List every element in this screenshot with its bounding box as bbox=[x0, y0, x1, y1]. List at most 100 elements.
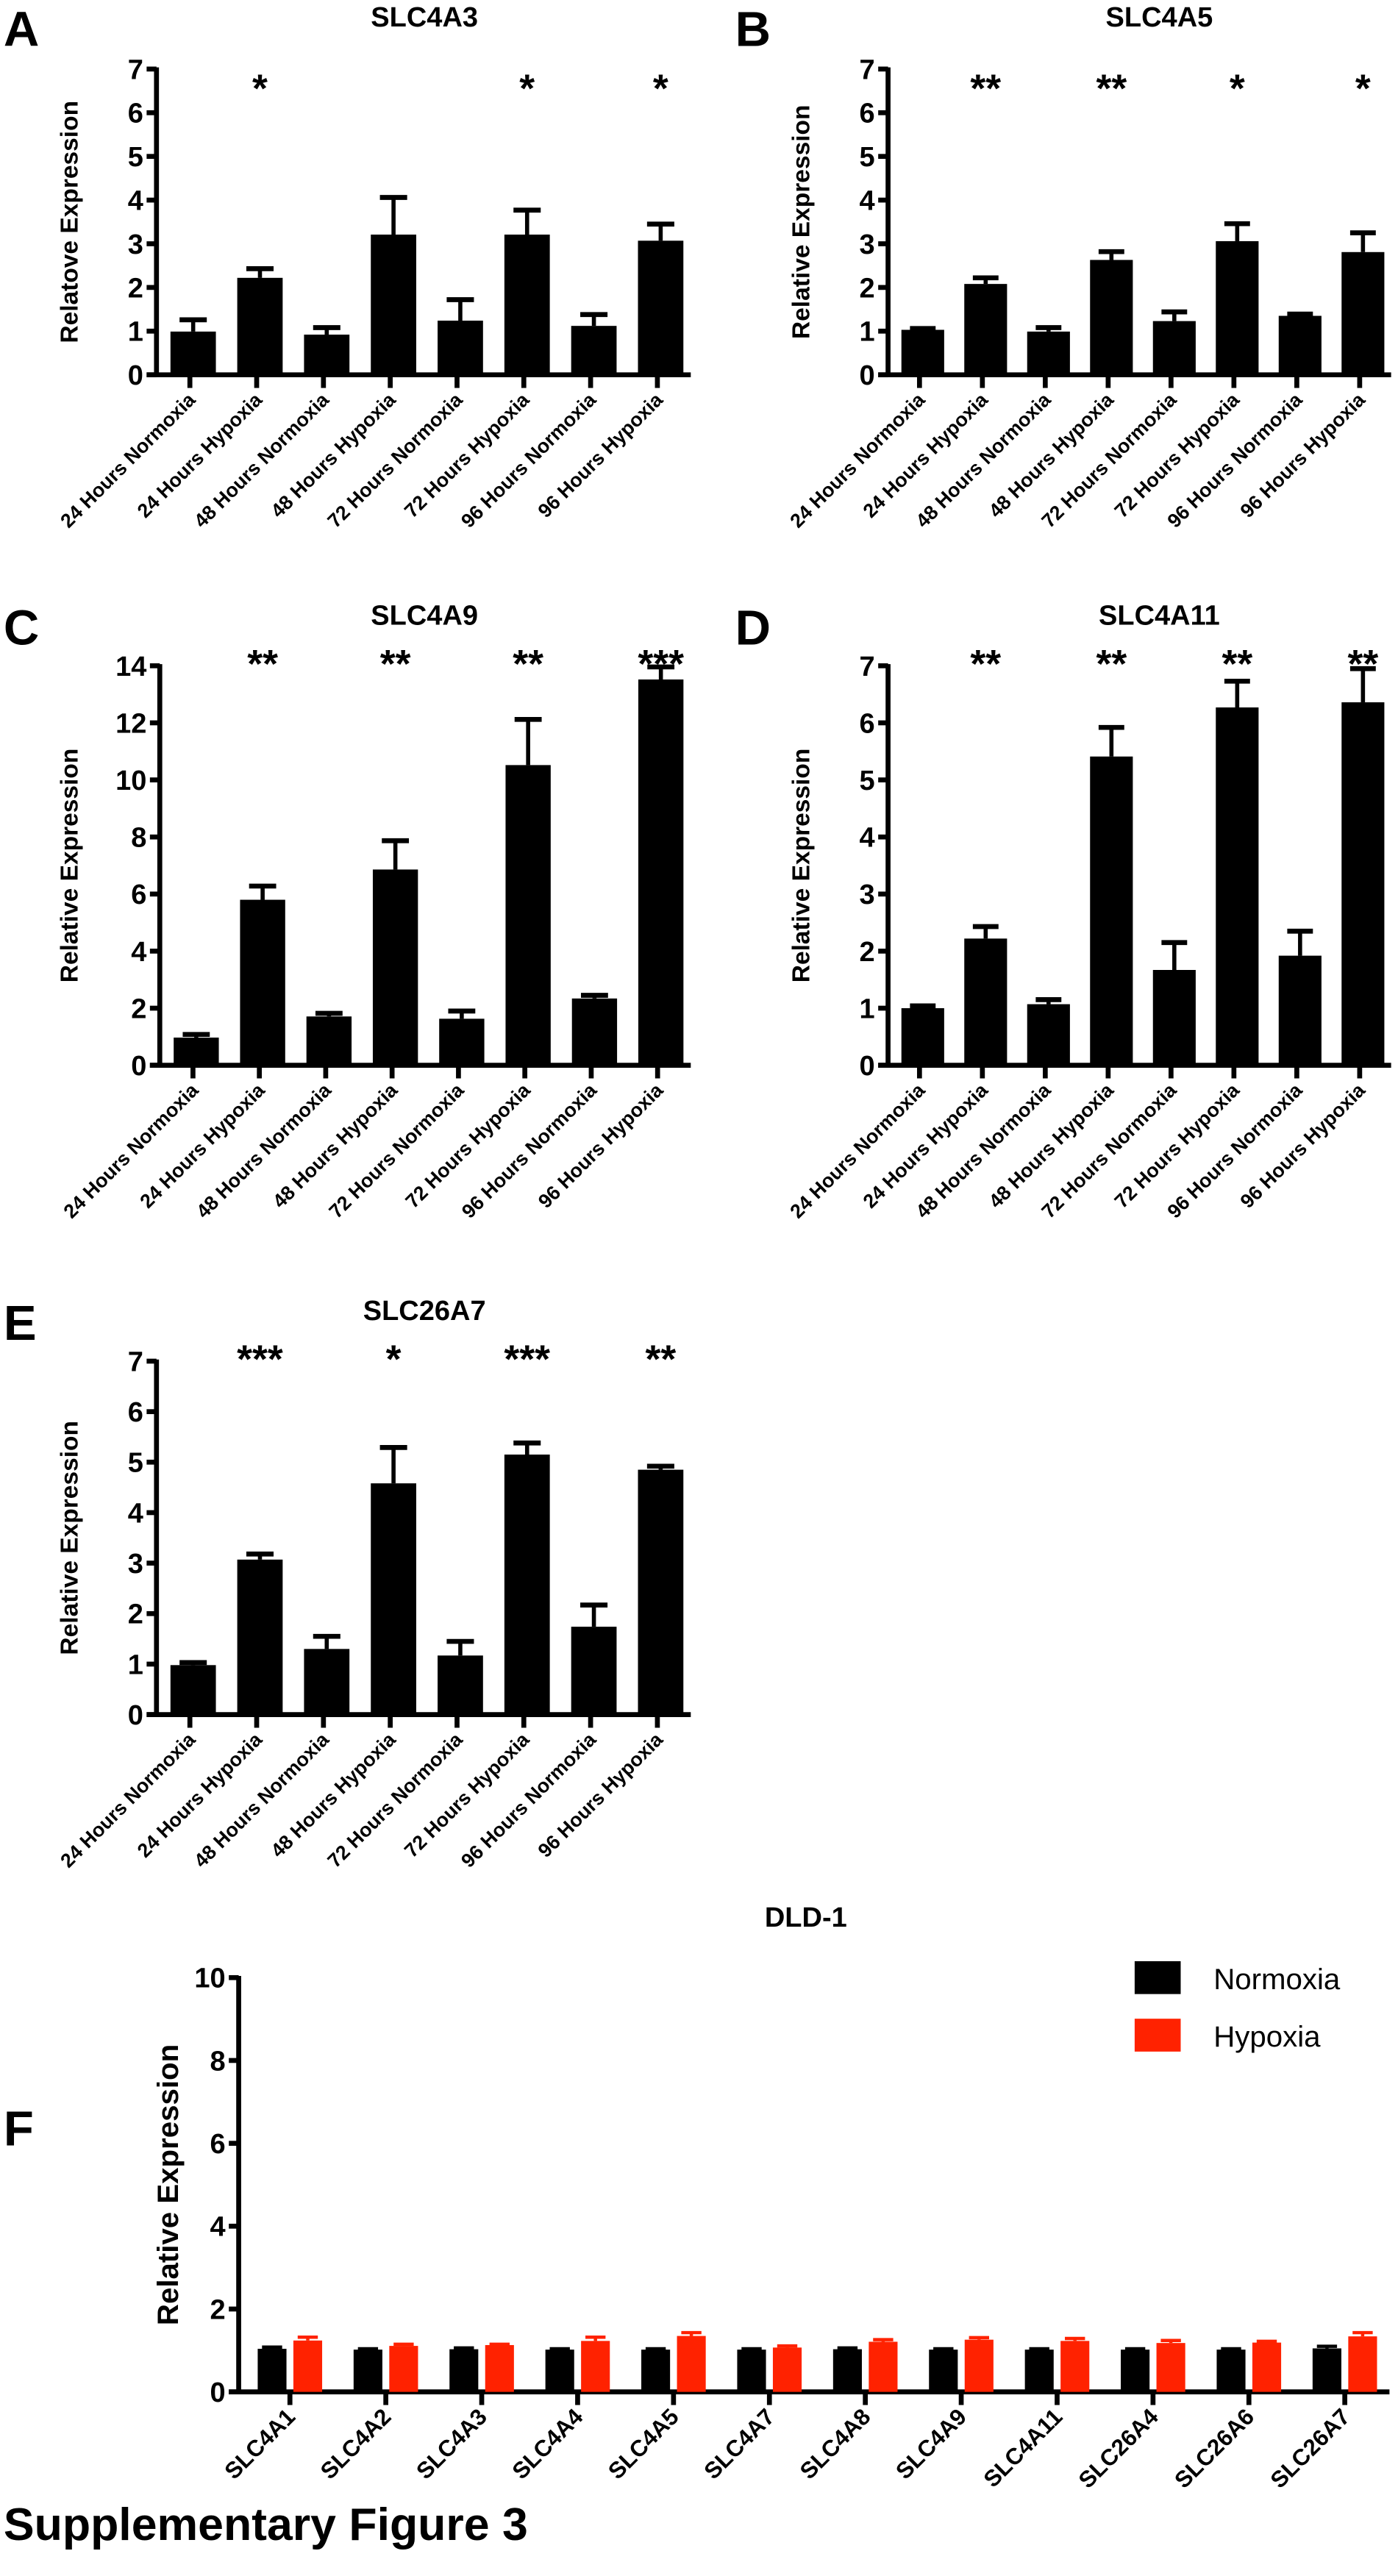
y-tick-label: 5 bbox=[860, 766, 875, 796]
bar bbox=[372, 869, 418, 1066]
bar-normoxia bbox=[641, 2350, 671, 2392]
x-tick-label: SLC4A4 bbox=[507, 2403, 588, 2484]
significance-marker: *** bbox=[504, 1338, 550, 1382]
significance-marker: ** bbox=[1096, 642, 1127, 686]
panel-c: C SLC4A9 Relative Expression 0 2 4 6 8 10 12 14 24 … bbox=[4, 600, 691, 1222]
bar-normoxia bbox=[1312, 2348, 1341, 2392]
bar bbox=[1278, 955, 1322, 1066]
bar bbox=[1216, 240, 1259, 375]
significance-marker: ** bbox=[380, 642, 411, 686]
y-tick-label: 5 bbox=[860, 142, 875, 173]
bar bbox=[964, 938, 1008, 1066]
legend-label: Hypoxia bbox=[1213, 2020, 1321, 2053]
bar bbox=[571, 1627, 617, 1715]
x-tick-label: 24 Hours Hypoxia bbox=[133, 1728, 267, 1862]
significance-marker: ** bbox=[970, 67, 1001, 111]
y-tick-label: 4 bbox=[128, 186, 143, 217]
legend-label: Normoxia bbox=[1213, 1963, 1341, 1996]
x-tick-label: SLC4A2 bbox=[315, 2404, 396, 2485]
bar-normoxia bbox=[737, 2350, 766, 2392]
x-tick-label: SLC4A11 bbox=[979, 2404, 1068, 2493]
bar-hypoxia bbox=[964, 2339, 994, 2392]
bar-hypoxia bbox=[1348, 2336, 1377, 2392]
chart-title: SLC4A5 bbox=[1106, 2, 1213, 33]
bar bbox=[304, 335, 350, 375]
bar bbox=[306, 1016, 352, 1066]
bar-normoxia bbox=[929, 2350, 958, 2392]
bar bbox=[571, 326, 617, 375]
y-tick-label: 0 bbox=[131, 1051, 146, 1082]
bar bbox=[304, 1649, 350, 1715]
x-tick-label: SLC4A1 bbox=[220, 2404, 301, 2485]
y-tick-label: 2 bbox=[128, 273, 143, 304]
x-tick-label: SLC4A9 bbox=[891, 2404, 971, 2485]
y-tick-label: 2 bbox=[131, 993, 146, 1024]
bar-normoxia bbox=[449, 2349, 479, 2392]
significance-marker: *** bbox=[638, 642, 684, 686]
bar-hypoxia bbox=[1156, 2343, 1185, 2392]
bar bbox=[1216, 707, 1259, 1066]
bar bbox=[1090, 756, 1133, 1066]
y-axis-label: Relative Expression bbox=[788, 105, 815, 340]
bar-hypoxia bbox=[869, 2341, 898, 2392]
y-tick-label: 4 bbox=[860, 186, 875, 217]
y-tick-label: 7 bbox=[860, 54, 875, 85]
y-axis-label: Relatove Expression bbox=[56, 101, 83, 343]
bar bbox=[1027, 331, 1070, 375]
y-tick-label: 1 bbox=[860, 993, 875, 1024]
y-axis-label: Relative Expression bbox=[56, 749, 83, 983]
y-tick-label: 7 bbox=[128, 1346, 143, 1377]
y-axis-label: Relative Expression bbox=[56, 1421, 83, 1655]
significance-marker: ** bbox=[646, 1338, 677, 1382]
significance-marker: ** bbox=[247, 642, 278, 686]
bar-normoxia bbox=[545, 2350, 574, 2392]
x-tick-label: 48 Hours Hypoxia bbox=[266, 1728, 400, 1862]
y-tick-label: 4 bbox=[860, 823, 875, 854]
bar bbox=[638, 240, 684, 375]
panel-a: A SLC4A3 Relatove Expression 0 1 2 3 4 5 6 7 24 Hou… bbox=[4, 2, 691, 532]
legend: Normoxia Hypoxia bbox=[1134, 1960, 1341, 2053]
bar-hypoxia bbox=[1252, 2342, 1282, 2392]
panel-letter: A bbox=[4, 2, 39, 57]
bar bbox=[237, 277, 283, 375]
legend-swatch-hypoxia bbox=[1134, 2019, 1181, 2052]
significance-marker: ** bbox=[970, 642, 1001, 686]
significance-marker: * bbox=[386, 1338, 402, 1382]
y-tick-label: 4 bbox=[128, 1498, 143, 1529]
bar bbox=[1152, 969, 1196, 1066]
x-tick-label: SLC26A6 bbox=[1169, 2404, 1259, 2494]
y-tick-label: 0 bbox=[210, 2377, 226, 2408]
significance-marker: * bbox=[252, 67, 268, 111]
y-tick-label: 2 bbox=[860, 937, 875, 968]
x-tick-label: 24 Hours Hypoxia bbox=[133, 388, 267, 522]
y-tick-label: 3 bbox=[128, 229, 143, 260]
legend-swatch-normoxia bbox=[1134, 1960, 1181, 1994]
significance-marker: ** bbox=[513, 642, 543, 686]
panel-letter: E bbox=[4, 1296, 37, 1351]
figure-title: Supplementary Figure 3 bbox=[4, 2499, 528, 2550]
significance-marker: * bbox=[519, 67, 535, 111]
x-tick-label: SLC4A3 bbox=[411, 2404, 492, 2485]
x-tick-label: SLC26A4 bbox=[1074, 2403, 1163, 2493]
y-axis-label: Relative Expression bbox=[151, 2044, 185, 2325]
bar-hypoxia bbox=[772, 2347, 802, 2392]
x-tick-label: SLC4A5 bbox=[603, 2404, 684, 2485]
y-tick-label: 7 bbox=[128, 54, 143, 85]
significance-marker: * bbox=[1230, 67, 1245, 111]
significance-marker: ** bbox=[1096, 67, 1127, 111]
bar bbox=[504, 235, 550, 375]
bar-hypoxia bbox=[581, 2341, 610, 2392]
panel-letter: B bbox=[735, 2, 771, 57]
bar bbox=[438, 1655, 483, 1715]
bar bbox=[1341, 702, 1385, 1066]
y-tick-label: 3 bbox=[860, 229, 875, 260]
panel-letter: C bbox=[4, 600, 39, 655]
x-tick-label: 96 Hours Hypoxia bbox=[534, 388, 668, 522]
bar bbox=[438, 321, 483, 375]
bar bbox=[901, 1007, 944, 1066]
y-tick-label: 10 bbox=[194, 1963, 225, 1994]
bar bbox=[237, 1559, 283, 1715]
